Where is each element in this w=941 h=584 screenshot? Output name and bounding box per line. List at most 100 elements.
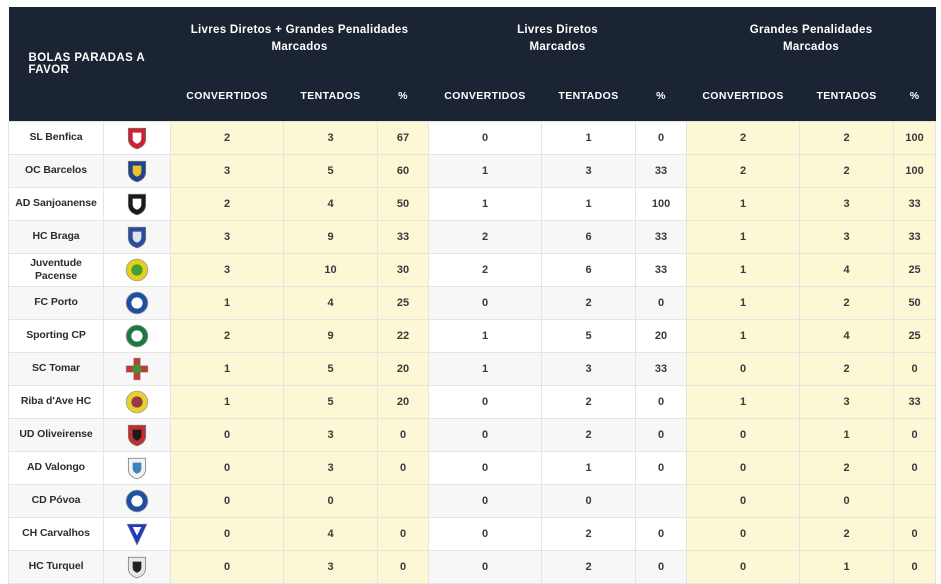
stat-cell: 2: [170, 319, 284, 353]
table-row: CD Póvoa 0 0 0 0 0 0: [8, 484, 937, 518]
stat-cell: 0: [635, 418, 688, 452]
stat-cell: 33: [635, 352, 688, 386]
stat-cell: 2: [170, 121, 284, 155]
stat-cell: 2: [799, 286, 895, 320]
stat-cell: 25: [376, 286, 430, 320]
team-name[interactable]: Sporting CP: [8, 319, 104, 353]
team-name[interactable]: SC Tomar: [8, 352, 104, 386]
stat-cell: 5: [283, 385, 378, 419]
stat-cell: 0: [686, 352, 801, 386]
group-title-line1: Grandes Penalidades: [749, 24, 873, 37]
team-crest-icon[interactable]: [103, 286, 171, 320]
stat-cell: 2: [541, 418, 637, 452]
team-name[interactable]: Riba d'Ave HC: [8, 385, 104, 419]
stat-cell: [635, 484, 688, 518]
stat-cell: 4: [799, 253, 895, 287]
table-body: SL Benfica 2 3 67 0 1 0 2 2 100 OC Barcelos 3 5 60 1 3 3…: [8, 121, 937, 584]
team-name[interactable]: AD Sanjoanense: [8, 187, 104, 221]
team-name[interactable]: CH Carvalhos: [8, 517, 104, 551]
stat-cell: 25: [893, 319, 937, 353]
stat-cell: 1: [686, 220, 801, 254]
stat-cell: 0: [428, 418, 543, 452]
team-name[interactable]: CD Póvoa: [8, 484, 104, 518]
stat-cell: 0: [170, 517, 284, 551]
team-crest-icon[interactable]: [103, 385, 171, 419]
stat-cell: 0: [283, 484, 378, 518]
stat-cell: 2: [541, 286, 637, 320]
team-crest-icon[interactable]: [103, 550, 171, 584]
stat-cell: 0: [170, 484, 284, 518]
team-crest-icon[interactable]: [103, 187, 171, 221]
team-name[interactable]: FC Porto: [8, 286, 104, 320]
team-crest-icon[interactable]: [103, 484, 171, 518]
stat-cell: 20: [376, 385, 430, 419]
group-title-line2: Marcados: [783, 41, 840, 53]
stat-cell: 0: [893, 352, 937, 386]
stat-cell: 100: [635, 187, 688, 221]
team-crest-icon[interactable]: [103, 418, 171, 452]
stat-cell: 0: [428, 121, 543, 155]
table-row: UD Oliveirense 0 3 0 0 2 0 0 1 0: [8, 418, 937, 452]
stat-cell: 4: [283, 187, 378, 221]
col-header-tentados: TENTADOS: [283, 71, 378, 122]
stat-cell: 3: [283, 550, 378, 584]
stat-cell: 1: [170, 352, 284, 386]
stat-cell: 3: [541, 154, 637, 188]
stat-cell: 2: [799, 451, 895, 485]
stat-cell: 0: [376, 517, 430, 551]
set-pieces-stats-page: BOLAS PARADAS A FAVOR Livres Diretos + G…: [8, 7, 937, 584]
stat-cell: 2: [541, 550, 637, 584]
stat-cell: 0: [376, 550, 430, 584]
team-name[interactable]: OC Barcelos: [8, 154, 104, 188]
stat-cell: [376, 484, 430, 518]
table-row: AD Sanjoanense 2 4 50 1 1 100 1 3 33: [8, 187, 937, 221]
table-row: CH Carvalhos 0 4 0 0 2 0 0 2 0: [8, 517, 937, 551]
col-header-convertidos: CONVERTIDOS: [428, 71, 542, 122]
team-crest-icon[interactable]: [103, 154, 171, 188]
col-header-pct: %: [893, 71, 936, 122]
stat-cell: 4: [283, 517, 378, 551]
stat-cell: 0: [635, 517, 688, 551]
stat-cell: 5: [541, 319, 637, 353]
team-name[interactable]: UD Oliveirense: [8, 418, 104, 452]
stat-cell: 1: [686, 319, 801, 353]
team-name[interactable]: Juventude Pacense: [8, 253, 104, 287]
stat-cell: 33: [376, 220, 430, 254]
stat-cell: 0: [170, 451, 284, 485]
table-row: Sporting CP 2 9 22 1 5 20 1 4 25: [8, 319, 937, 353]
stat-cell: 2: [541, 517, 637, 551]
col-header-convertidos: CONVERTIDOS: [170, 71, 284, 122]
team-crest-icon[interactable]: [103, 121, 171, 155]
col-header-tentados: TENTADOS: [799, 71, 894, 122]
stat-cell: 1: [428, 154, 543, 188]
stat-cell: 33: [893, 187, 937, 221]
stat-cell: 1: [686, 187, 801, 221]
team-crest-icon[interactable]: [103, 451, 171, 485]
stat-cell: 0: [686, 517, 801, 551]
stat-cell: 6: [541, 220, 637, 254]
stat-cell: 3: [170, 253, 284, 287]
stat-cell: 0: [686, 550, 801, 584]
stat-cell: 20: [635, 319, 688, 353]
stat-cell: 0: [428, 451, 543, 485]
stat-cell: 22: [376, 319, 430, 353]
stat-cell: 0: [428, 484, 543, 518]
team-name[interactable]: AD Valongo: [8, 451, 104, 485]
stat-cell: 1: [799, 418, 895, 452]
team-crest-icon[interactable]: [103, 220, 171, 254]
stat-cell: 4: [799, 319, 895, 353]
team-name[interactable]: SL Benfica: [8, 121, 104, 155]
stat-cell: 1: [541, 451, 637, 485]
stat-cell: 9: [283, 220, 378, 254]
stat-cell: 25: [893, 253, 937, 287]
stat-cell: 1: [170, 385, 284, 419]
team-name[interactable]: HC Braga: [8, 220, 104, 254]
table-row: SC Tomar 1 5 20 1 3 33 0 2 0: [8, 352, 937, 386]
team-crest-icon[interactable]: [103, 319, 171, 353]
team-name[interactable]: HC Turquel: [8, 550, 104, 584]
team-crest-icon[interactable]: [103, 253, 171, 287]
team-crest-icon[interactable]: [103, 517, 171, 551]
table-row: OC Barcelos 3 5 60 1 3 33 2 2 100: [8, 154, 937, 188]
stat-cell: 1: [686, 253, 801, 287]
team-crest-icon[interactable]: [103, 352, 171, 386]
